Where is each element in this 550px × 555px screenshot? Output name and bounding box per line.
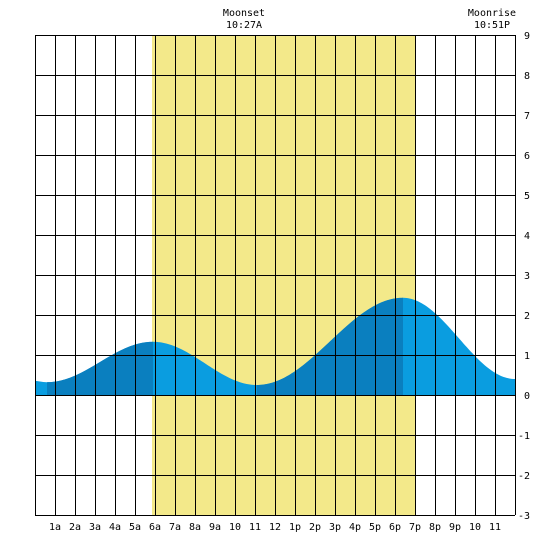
x-tick-label: 6a xyxy=(149,522,161,533)
x-tick-label: 10 xyxy=(469,522,481,533)
x-tick-label: 9p xyxy=(449,522,461,533)
x-tick-label: 12 xyxy=(269,522,281,533)
y-tick-label: -3 xyxy=(518,511,530,522)
y-tick-label: 7 xyxy=(524,111,530,122)
x-tick-label: 4a xyxy=(109,522,121,533)
y-tick-label: 8 xyxy=(524,71,530,82)
moon-event-label: Moonset xyxy=(223,8,265,19)
y-tick-label: -1 xyxy=(518,431,530,442)
x-tick-label: 1a xyxy=(49,522,61,533)
x-tick-label: 11 xyxy=(489,522,501,533)
x-tick-label: 5p xyxy=(369,522,381,533)
y-tick-label: 0 xyxy=(524,391,530,402)
tide-band-2 xyxy=(257,297,403,395)
x-tick-label: 8a xyxy=(189,522,201,533)
x-tick-label: 2p xyxy=(309,522,321,533)
x-tick-label: 11 xyxy=(249,522,261,533)
x-tick-label: 7p xyxy=(409,522,421,533)
x-tick-label: 9a xyxy=(209,522,221,533)
x-tick-label: 7a xyxy=(169,522,181,533)
x-tick-label: 4p xyxy=(349,522,361,533)
y-tick-label: 5 xyxy=(524,191,530,202)
x-tick-label: 10 xyxy=(229,522,241,533)
y-tick-label: 3 xyxy=(524,271,530,282)
grid-layer xyxy=(35,35,516,516)
x-tick-label: 3p xyxy=(329,522,341,533)
y-tick-label: 4 xyxy=(524,231,530,242)
x-tick-label: 6p xyxy=(389,522,401,533)
x-tick-label: 8p xyxy=(429,522,441,533)
y-tick-labels: 9 8 7 6 5 4 3 2 1 0 -1 -2 -3 xyxy=(518,31,530,522)
x-tick-labels: 1a 2a 3a 4a 5a 6a 7a 8a 9a 10 11 12 1p 2p 3p 4p 5p 6p 7p 8p… xyxy=(49,522,501,533)
moon-event-time: 10:27A xyxy=(226,20,262,31)
x-tick-label: 1p xyxy=(289,522,301,533)
y-tick-label: 1 xyxy=(524,351,530,362)
x-tick-label: 3a xyxy=(89,522,101,533)
y-tick-label: 9 xyxy=(524,31,530,42)
y-tick-label: -2 xyxy=(518,471,530,482)
y-tick-label: 2 xyxy=(524,311,530,322)
moon-event-label: Moonrise xyxy=(468,8,516,19)
x-tick-label: 2a xyxy=(69,522,81,533)
y-tick-label: 6 xyxy=(524,151,530,162)
x-tick-label: 5a xyxy=(129,522,141,533)
moon-event-time: 10:51P xyxy=(474,20,510,31)
